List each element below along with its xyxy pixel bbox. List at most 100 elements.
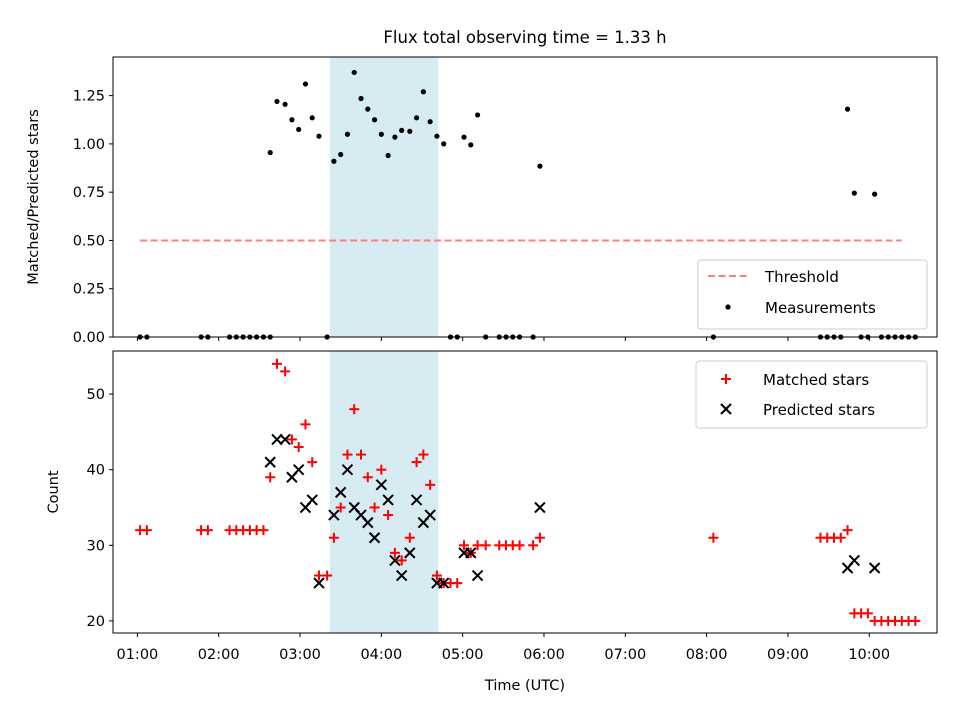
matched-star-point: [389, 547, 400, 558]
measurement-point: [407, 128, 413, 134]
measurement-point: [413, 115, 420, 121]
predicted-star-point: [465, 547, 477, 559]
predicted-star-point: [389, 554, 401, 567]
predicted-star-point: [271, 433, 283, 446]
bottom-x-tick-label: 09:00: [767, 647, 809, 663]
matched-star-point: [342, 449, 353, 460]
matched-star-point: [300, 419, 311, 430]
matched-star-point: [349, 404, 360, 415]
matched-star-point: [862, 608, 873, 619]
bottom-x-tick-label: 01:00: [116, 647, 158, 663]
matched-star-point: [307, 457, 318, 468]
measurement-point: [338, 151, 344, 158]
measurement-point: [331, 158, 337, 164]
predicted-star-point: [328, 509, 340, 521]
measurement-point: [351, 69, 357, 76]
measurement-point: [371, 117, 378, 123]
legend-matched-label: Matched stars: [763, 371, 869, 389]
measurement-point: [309, 115, 315, 121]
predicted-star-point: [368, 532, 381, 544]
predicted-star-point: [437, 577, 450, 589]
top-y-ticks: 0.00 0.25 0.50 0.75 1.00 1.25: [73, 89, 113, 346]
legend-predicted-swatch: [720, 403, 732, 415]
predicted-star-point: [313, 577, 325, 589]
measurement-point: [461, 134, 467, 140]
matched-star-point: [356, 449, 367, 460]
bottom-x-tick-label: 06:00: [523, 647, 565, 663]
matched-star-point: [534, 532, 545, 543]
bottom-y-tick-label: 20: [87, 614, 105, 630]
legend-matched-marker: [721, 374, 731, 384]
matched-star-point: [362, 472, 373, 483]
measurement-point: [537, 163, 543, 169]
measurement-point: [420, 89, 426, 95]
predicted-star-point: [410, 494, 423, 506]
measurement-point: [296, 126, 302, 133]
measurement-point: [851, 190, 857, 196]
top-highlight-span: [329, 57, 439, 337]
legend-threshold-label: Threshold: [764, 268, 839, 286]
matched-star-point: [480, 540, 491, 551]
legend-measurements-label: Measurements: [765, 299, 876, 317]
matched-star-point: [842, 525, 853, 536]
matched-star-point: [328, 532, 339, 543]
top-y-tick-label: 0.00: [73, 330, 105, 346]
bottom-y-tick-label: 30: [87, 538, 105, 554]
bottom-x-tick-label: 02:00: [198, 647, 240, 663]
bottom-y-axis-label: Count: [46, 470, 62, 513]
measurement-point: [289, 117, 295, 123]
measurement-point: [344, 131, 351, 137]
bottom-x-tick-label: 04:00: [360, 647, 402, 663]
bottom-y-tick-label: 50: [87, 387, 105, 403]
measurement-point: [267, 149, 273, 156]
chart-title: Flux total observing time = 1.33 h: [383, 28, 666, 47]
top-y-tick-label: 0.50: [73, 233, 105, 249]
matched-star-point: [835, 532, 846, 543]
bottom-x-tick-label: 10:00: [848, 647, 890, 663]
measurement-point: [872, 191, 878, 197]
top-y-tick-label: 1.25: [73, 89, 105, 105]
predicted-star-point: [334, 486, 347, 499]
predicted-star-point: [306, 494, 318, 506]
bottom-x-tick-label: 03:00: [279, 647, 321, 663]
matched-star-point: [459, 540, 470, 551]
predicted-star-point: [362, 516, 374, 529]
measurement-point: [358, 95, 364, 102]
predicted-star-point: [375, 479, 388, 491]
x-axis-label: Time (UTC): [484, 678, 565, 694]
matched-star-point: [258, 525, 269, 536]
measurement-point: [365, 106, 371, 112]
predicted-stars-points: [264, 433, 881, 589]
predicted-star-point: [424, 509, 436, 521]
measurement-point: [274, 98, 280, 105]
matched-stars-points: [135, 358, 921, 626]
matched-star-point: [708, 532, 719, 543]
bottom-legend: Matched stars Predicted stars: [695, 360, 928, 429]
predicted-star-point: [264, 456, 276, 468]
matched-star-point: [411, 457, 422, 468]
predicted-star-point: [382, 494, 394, 506]
matched-star-point: [322, 570, 333, 581]
bottom-x-tick-label: 05:00: [442, 647, 484, 663]
matched-star-point: [514, 540, 525, 551]
matched-star-point: [404, 532, 415, 543]
legend-predicted-label: Predicted stars: [763, 401, 875, 419]
bottom-axes-frame: [112, 350, 938, 634]
predicted-star-point: [404, 547, 416, 559]
bottom-x-tick-label: 08:00: [686, 647, 728, 663]
matched-star-point: [271, 358, 282, 369]
legend-predicted-marker: [720, 403, 732, 415]
legend-measurements-swatch: [725, 304, 731, 310]
top-legend-box: [697, 259, 928, 330]
top-y-axis-label: Matched/Predicted stars: [26, 109, 42, 285]
matched-star-point: [910, 615, 921, 626]
measurement-point: [392, 134, 398, 140]
matched-star-point: [141, 525, 152, 536]
matched-star-point: [528, 540, 539, 551]
predicted-star-point: [395, 569, 408, 582]
measurement-points: [137, 69, 918, 340]
matched-star-point: [286, 434, 297, 445]
bottom-x-ticks: 01:00 02:00 03:00 04:00 05:00 06:00 07:00 08:00…: [116, 633, 890, 663]
measurement-point: [427, 119, 433, 125]
